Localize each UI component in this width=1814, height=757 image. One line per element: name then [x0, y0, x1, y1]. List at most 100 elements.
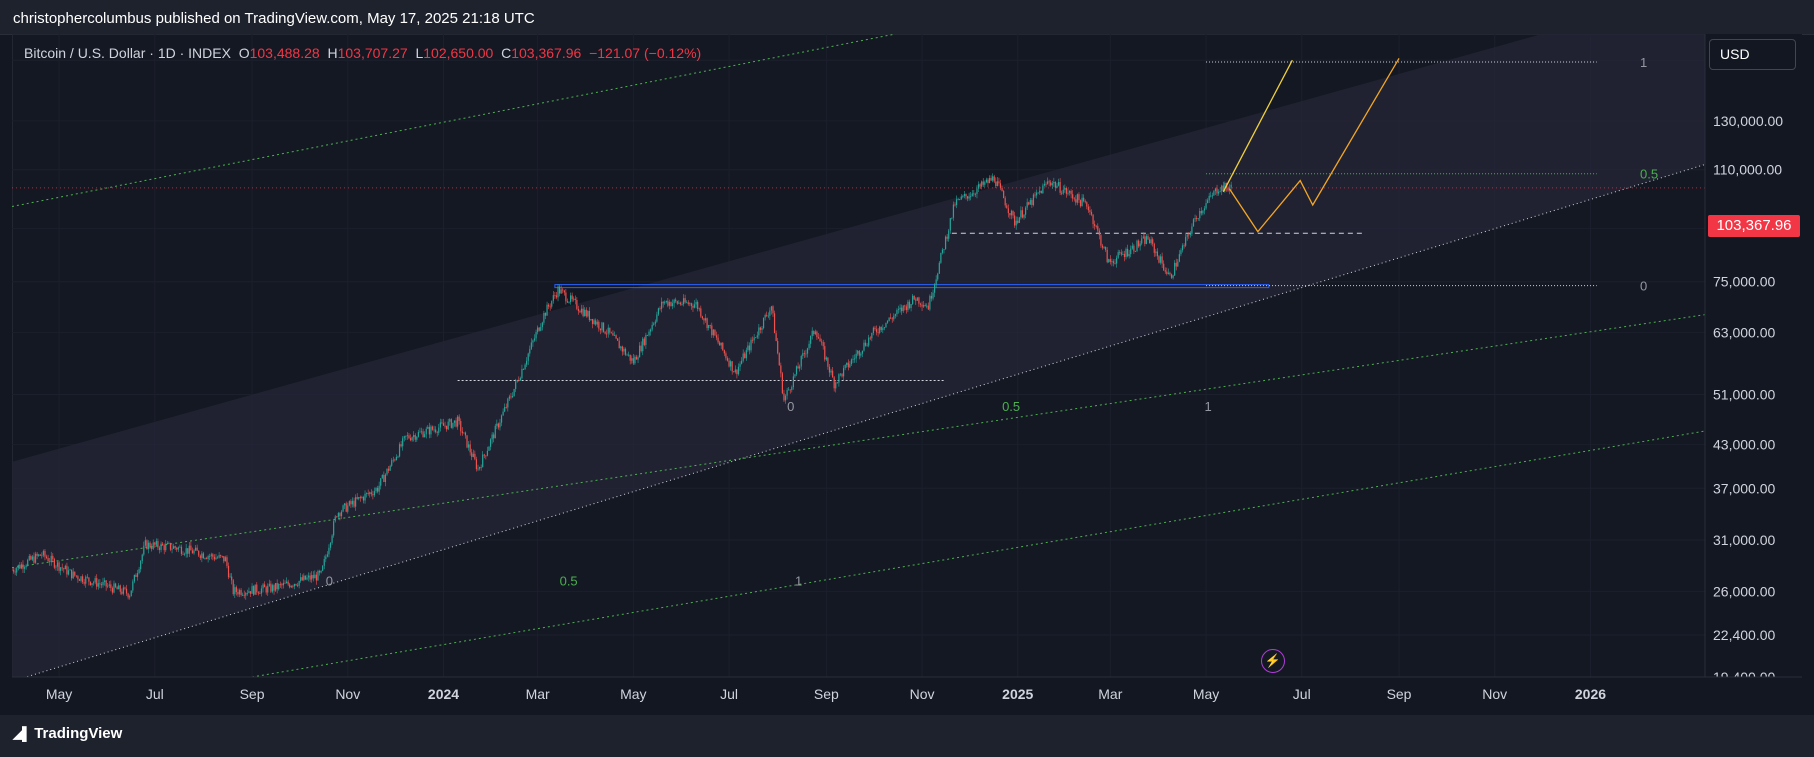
- candle-body: [380, 478, 382, 486]
- candle-body: [1120, 252, 1122, 255]
- candle-body: [85, 576, 87, 584]
- candle-body: [971, 193, 973, 197]
- candle-body: [50, 555, 52, 562]
- candle-body: [1137, 240, 1140, 247]
- candle-body: [642, 338, 644, 352]
- candle-body: [1130, 248, 1132, 255]
- candle-body: [229, 576, 231, 578]
- candle-body: [1039, 190, 1041, 193]
- candle-body: [453, 420, 456, 423]
- candle-body: [424, 434, 426, 438]
- candle-body: [285, 581, 288, 584]
- candle-body: [1116, 257, 1118, 264]
- candle-body: [562, 289, 564, 291]
- candle-body: [143, 545, 145, 555]
- candle-body: [861, 350, 864, 354]
- shade: [12, 34, 1705, 677]
- candle-body: [982, 181, 984, 185]
- candle-body: [755, 337, 757, 339]
- candle-body: [941, 249, 944, 253]
- candle-body: [464, 432, 467, 436]
- open-label: O: [238, 45, 250, 61]
- candle-body: [695, 301, 697, 305]
- candle-body: [1035, 192, 1038, 196]
- candle-body: [452, 422, 454, 428]
- time-tick: 2024: [428, 686, 459, 702]
- candle-body: [105, 580, 107, 587]
- candle-body: [577, 308, 580, 312]
- candle-body: [963, 194, 966, 197]
- candle-body: [1169, 272, 1171, 275]
- candle-body: [329, 542, 332, 548]
- currency-button[interactable]: USD: [1709, 39, 1796, 70]
- candle-body: [607, 327, 609, 334]
- candle-body: [1098, 230, 1100, 236]
- candle-body: [20, 564, 23, 569]
- candle-body: [1159, 256, 1162, 263]
- candle-body: [505, 406, 507, 408]
- time-axis[interactable]: May Jul Sep Nov 2024 Mar May Jul Sep Nov 2025 Mar Ma…: [12, 676, 1802, 713]
- candle-body: [461, 431, 463, 434]
- candle-body: [311, 575, 313, 580]
- high-value: 103,707.27: [337, 45, 408, 61]
- candle-body: [1103, 247, 1105, 248]
- candle-body: [267, 585, 269, 593]
- candle-body: [659, 308, 661, 310]
- candle-body: [689, 303, 691, 305]
- candle-body: [463, 432, 465, 434]
- price-axis[interactable]: 160,000.00130,000.00110,000.0090,000.007…: [1704, 34, 1802, 713]
- candle-body: [320, 570, 322, 573]
- candle-body: [1222, 185, 1224, 192]
- candle-body: [129, 596, 131, 598]
- candle-body: [22, 564, 24, 569]
- candle-body: [569, 295, 572, 302]
- candle-body: [759, 327, 762, 330]
- candle-body: [728, 360, 730, 367]
- candle-body: [819, 338, 821, 342]
- candle-body: [107, 585, 109, 587]
- candle-body: [405, 435, 407, 437]
- candle-body: [301, 577, 303, 581]
- candle-body: [30, 555, 32, 560]
- candle-body: [675, 299, 677, 302]
- candle-body: [682, 298, 685, 305]
- price-tick: 22,400.00: [1713, 627, 1775, 643]
- candle-body: [171, 548, 173, 550]
- candle-body: [199, 555, 201, 558]
- candle-body: [1025, 207, 1027, 215]
- candle-body: [527, 353, 529, 361]
- candle-body: [1216, 188, 1218, 194]
- candle-body: [794, 374, 796, 377]
- candle-body: [1076, 194, 1078, 203]
- candle-body: [96, 578, 98, 587]
- fib-label: 0: [1640, 279, 1647, 294]
- candle-body: [879, 326, 881, 333]
- candle-body: [933, 284, 936, 293]
- candle-body: [959, 198, 961, 200]
- candle-body: [896, 310, 898, 315]
- candle-body: [817, 337, 820, 339]
- candle-body: [916, 297, 918, 301]
- candle-body: [489, 439, 492, 447]
- candle-body: [960, 196, 962, 200]
- candle-body: [582, 308, 584, 317]
- candle-body: [618, 340, 620, 349]
- candle-body: [632, 358, 634, 364]
- candle-body: [282, 582, 285, 586]
- candle-body: [1230, 184, 1232, 188]
- channel-mid-green: [12, 314, 1705, 569]
- candle-body: [238, 589, 241, 595]
- candle-body: [169, 542, 172, 550]
- candle-body: [748, 345, 751, 351]
- candle-body: [904, 305, 906, 307]
- candle-body: [207, 556, 209, 559]
- candle-body: [966, 196, 969, 199]
- candle-body: [606, 333, 608, 335]
- lightning-icon[interactable]: ⚡: [1261, 649, 1285, 673]
- candle-body: [58, 562, 60, 571]
- tradingview-logo[interactable]: ◢▌ TradingView: [13, 725, 122, 742]
- candle-body: [409, 438, 412, 441]
- time-tick: May: [620, 686, 646, 702]
- candle-body: [673, 299, 675, 304]
